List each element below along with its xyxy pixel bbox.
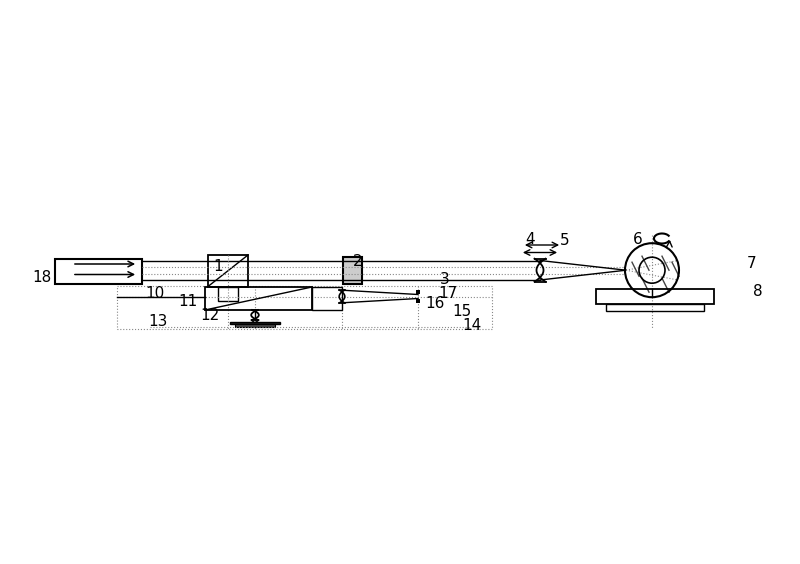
Text: 6: 6 bbox=[633, 232, 643, 248]
Bar bbox=[55, 258, 142, 284]
Text: 17: 17 bbox=[438, 286, 458, 301]
Text: 7: 7 bbox=[747, 255, 757, 271]
Text: 3: 3 bbox=[440, 272, 450, 288]
Text: 11: 11 bbox=[178, 293, 198, 309]
Text: 4: 4 bbox=[525, 232, 535, 248]
Text: 5: 5 bbox=[560, 233, 570, 248]
Bar bbox=[205, 287, 312, 310]
Bar bbox=[416, 298, 420, 302]
Text: 16: 16 bbox=[426, 296, 445, 311]
Bar bbox=[343, 257, 362, 284]
Bar bbox=[235, 324, 275, 327]
Text: 14: 14 bbox=[462, 318, 482, 333]
Text: 1: 1 bbox=[213, 259, 223, 274]
Text: 8: 8 bbox=[753, 284, 763, 299]
Bar bbox=[218, 287, 238, 301]
Bar bbox=[312, 287, 342, 310]
Bar bbox=[230, 322, 280, 324]
Text: 18: 18 bbox=[32, 270, 52, 285]
Text: 12: 12 bbox=[200, 307, 220, 323]
Text: 13: 13 bbox=[148, 314, 168, 329]
Bar bbox=[416, 290, 420, 294]
Bar bbox=[208, 255, 248, 287]
Text: 15: 15 bbox=[452, 304, 472, 319]
Text: 10: 10 bbox=[146, 286, 165, 301]
Bar bbox=[606, 304, 704, 311]
Bar bbox=[596, 289, 714, 304]
Text: 2: 2 bbox=[353, 254, 363, 270]
